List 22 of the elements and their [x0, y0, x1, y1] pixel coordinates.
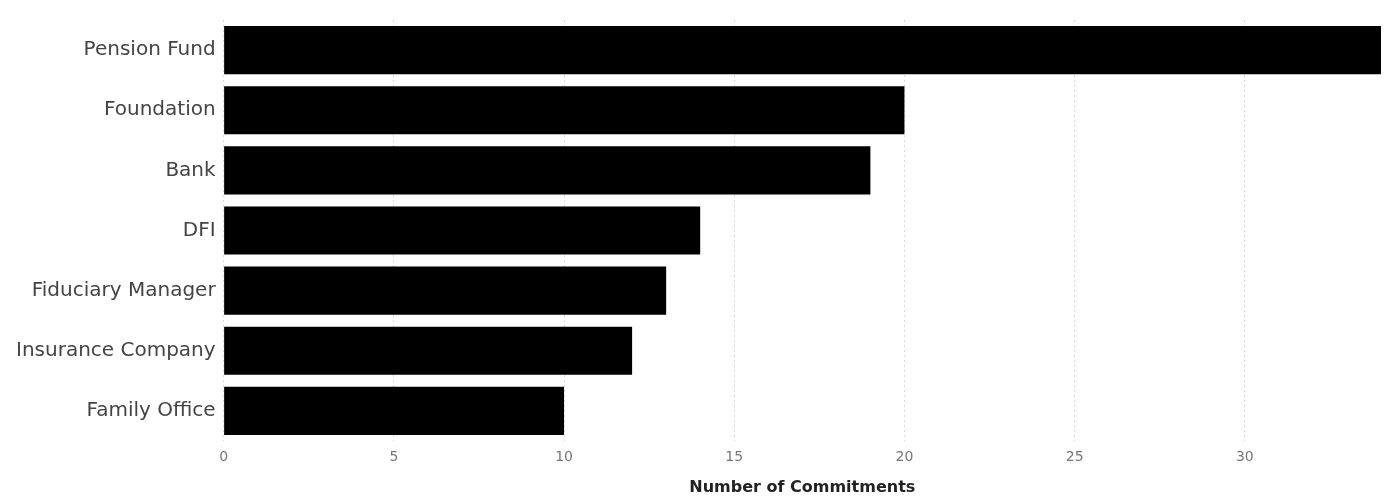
bar	[224, 26, 1381, 75]
bar	[224, 146, 871, 195]
x-tick-label: 30	[1235, 448, 1254, 465]
bar	[224, 86, 905, 135]
y-tick-label: Fiduciary Manager	[31, 276, 217, 301]
x-tick-label: 0	[219, 448, 229, 465]
y-tick-label: Family Office	[86, 397, 216, 422]
y-tick-label: DFI	[182, 216, 216, 241]
x-tick-label: 5	[389, 448, 399, 465]
x-tick-label: 20	[895, 448, 914, 465]
x-tick-label: 15	[725, 448, 744, 465]
x-tick-label: 25	[1065, 448, 1084, 465]
y-tick-label: Pension Fund	[83, 36, 216, 61]
y-tick-label: Foundation	[103, 96, 216, 121]
y-tick-label: Insurance Company	[15, 336, 216, 361]
bar	[224, 206, 701, 255]
x-axis-title: Number of Commitments	[689, 476, 916, 496]
x-tick-label: 10	[555, 448, 573, 465]
bar	[224, 326, 633, 375]
bar	[224, 266, 667, 315]
y-tick-label: Bank	[165, 156, 217, 181]
bar	[224, 386, 565, 435]
